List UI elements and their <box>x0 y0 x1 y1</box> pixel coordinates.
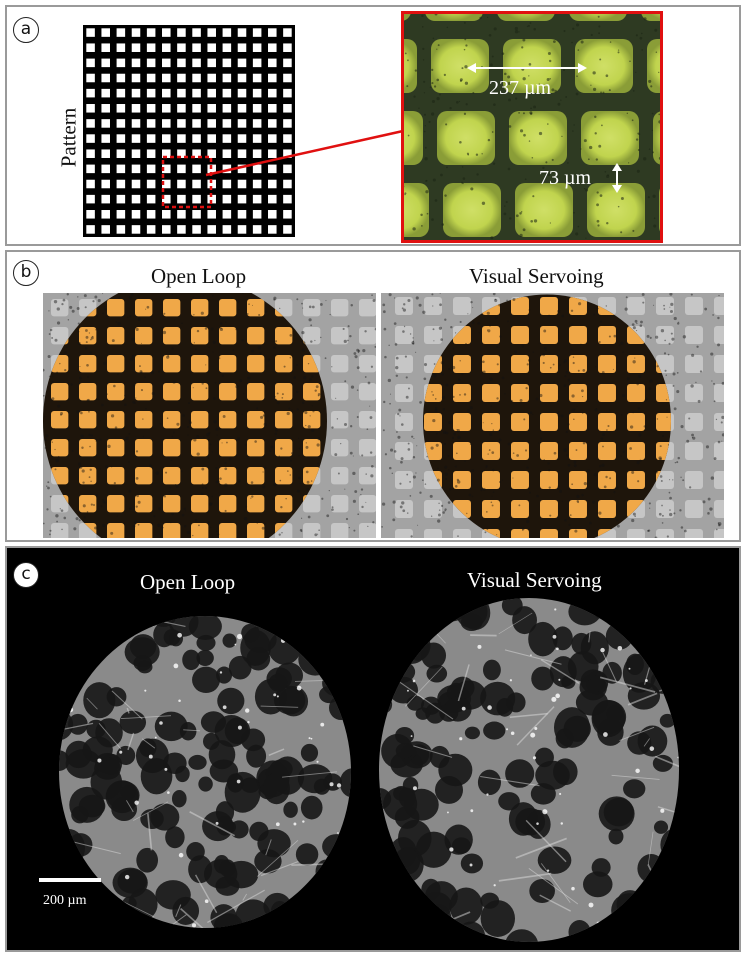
open-loop-fluorescence-image <box>59 616 351 928</box>
scale-bar <box>39 878 101 882</box>
panel-b-badge: b <box>13 260 39 286</box>
panel-b-left-title: Open Loop <box>151 264 247 288</box>
visual-servoing-exposure-image <box>381 293 724 538</box>
panel-c-right-title: Visual Servoing <box>467 568 602 592</box>
panel-a-badge: a <box>13 17 39 43</box>
open-loop-exposure-image <box>43 293 376 538</box>
scale-bar-label: 200 µm <box>43 893 87 908</box>
visual-servoing-fluorescence-image <box>379 598 679 942</box>
zoom-connector-line <box>205 129 404 177</box>
panel-c-left-title: Open Loop <box>140 570 236 594</box>
panel-b: b Open Loop Visual Servoing <box>5 250 741 542</box>
panel-a: a Pattern 237 µm 73 µm <box>5 5 741 246</box>
panel-c: c Open Loop Visual Servoing 200 µm <box>5 546 741 952</box>
panel-b-right-title: Visual Servoing <box>469 264 604 288</box>
line-width-label: 73 µm <box>539 167 592 189</box>
panel-c-badge: c <box>13 562 39 588</box>
pattern-grid <box>83 25 295 237</box>
line-width-arrow <box>612 163 622 193</box>
spacing-label: 237 µm <box>489 77 552 99</box>
spacing-arrow <box>467 63 587 73</box>
pattern-micrograph <box>401 11 663 243</box>
